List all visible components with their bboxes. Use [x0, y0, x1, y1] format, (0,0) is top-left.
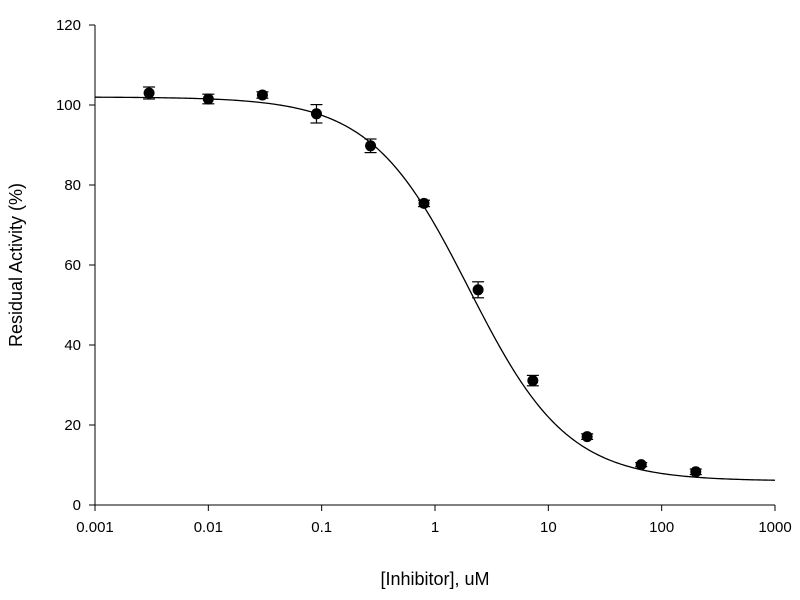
data-point	[472, 281, 485, 299]
axes	[94, 25, 775, 506]
x-ticks: 0.001 0.01 0.1 1 10 100 1000	[76, 505, 792, 536]
data-marker	[310, 108, 322, 120]
x-tick-label: 0.001	[76, 519, 114, 536]
data-point	[256, 89, 269, 101]
data-point	[364, 138, 377, 154]
y-tick-label: 120	[56, 17, 81, 34]
data-marker	[690, 466, 702, 478]
data-marker	[635, 459, 647, 471]
data-marker	[472, 284, 484, 296]
x-tick-label: 10	[540, 519, 557, 536]
y-tick-label: 40	[64, 337, 81, 354]
data-marker	[418, 197, 430, 209]
data-point	[581, 431, 594, 443]
data-point	[310, 103, 323, 124]
data-point	[635, 459, 648, 471]
data-marker	[256, 89, 268, 101]
x-tick-label: 0.01	[194, 519, 223, 536]
y-tick-label: 100	[56, 97, 81, 114]
x-tick-label: 100	[649, 519, 674, 536]
data-marker	[365, 140, 377, 152]
y-tick-label: 80	[64, 177, 81, 194]
y-tick-label: 0	[73, 497, 81, 514]
data-points	[143, 86, 702, 478]
x-tick-label: 0.1	[311, 519, 332, 536]
data-point	[202, 93, 215, 105]
y-tick-label: 20	[64, 417, 81, 434]
x-tick-label: 1	[431, 519, 439, 536]
data-marker	[202, 93, 214, 105]
data-marker	[527, 375, 539, 387]
data-point	[526, 374, 539, 387]
y-ticks: 0 20 40 60 80 100 120	[56, 17, 95, 514]
x-tick-label: 1000	[758, 519, 791, 536]
data-marker	[581, 431, 593, 443]
data-point	[689, 466, 702, 478]
fit-curve	[94, 96, 776, 481]
data-point	[418, 197, 431, 209]
data-point	[143, 86, 156, 100]
x-axis-title: [Inhibitor], uM	[380, 569, 489, 589]
y-axis-title: Residual Activity (%)	[6, 183, 26, 347]
data-marker	[143, 87, 155, 99]
y-tick-label: 60	[64, 257, 81, 274]
